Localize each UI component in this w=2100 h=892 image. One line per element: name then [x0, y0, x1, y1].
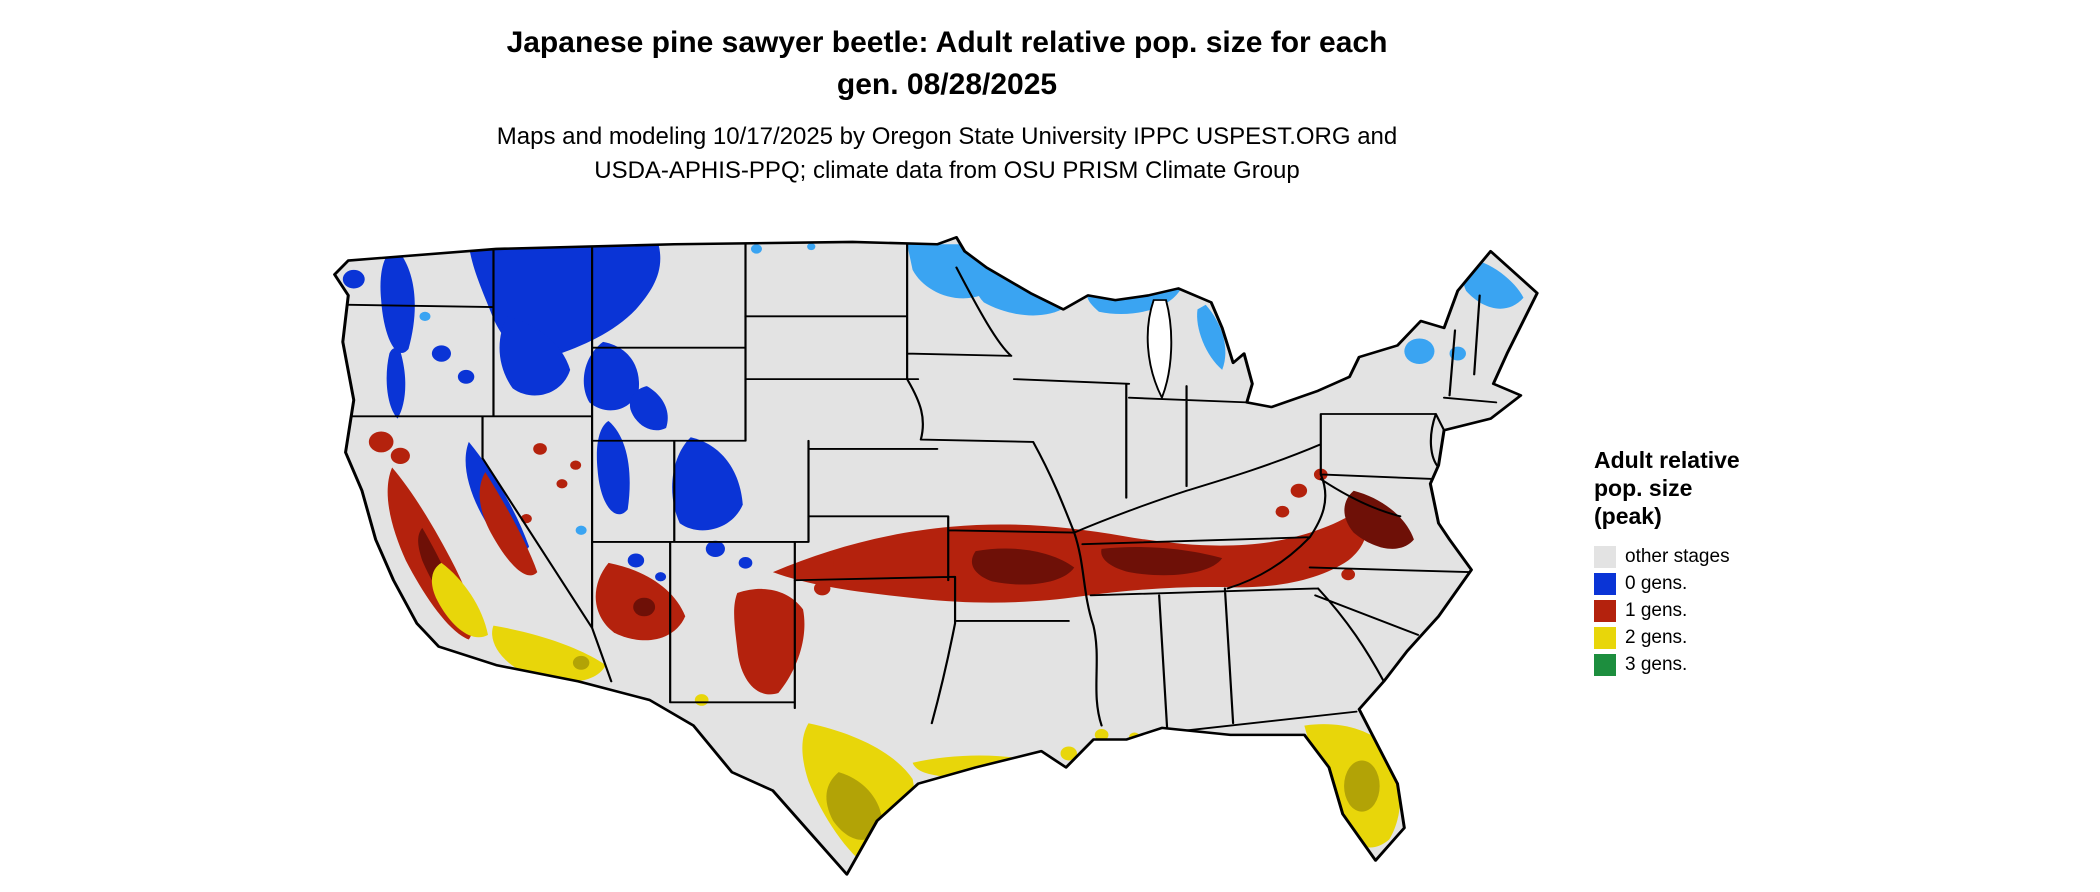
us-outline: [333, 236, 1539, 876]
legend-item-3-gens: 3 gens.: [1594, 654, 1844, 676]
legend-label-1-gens: 1 gens.: [1625, 600, 1688, 621]
legend-label-2-gens: 2 gens.: [1625, 627, 1688, 648]
legend-swatch-1-gens: [1594, 600, 1616, 622]
state-borders-east: [1073, 294, 1498, 734]
legend-label-3-gens: 3 gens.: [1625, 654, 1688, 675]
legend-title-line-2: pop. size: [1594, 475, 1693, 501]
zone-two-gens-core: [572, 655, 1380, 840]
legend-title: Adult relative pop. size (peak): [1594, 446, 1844, 530]
legend-title-line-3: (peak): [1594, 503, 1662, 529]
legend-swatch-0-gens: [1594, 573, 1616, 595]
us-generation-map: [325, 228, 1555, 886]
legend: Adult relative pop. size (peak) other st…: [1594, 446, 1844, 681]
state-borders-west: [341, 243, 810, 710]
legend-item-1-gens: 1 gens.: [1594, 600, 1844, 622]
subtitle: Maps and modeling 10/17/2025 by Oregon S…: [0, 120, 1894, 188]
legend-label-0-gens: 0 gens.: [1625, 573, 1688, 594]
legend-label-other-stages: other stages: [1625, 546, 1730, 567]
header: Japanese pine sawyer beetle: Adult relat…: [0, 22, 1894, 188]
subtitle-line-2: USDA-APHIS-PPQ; climate data from OSU PR…: [594, 157, 1300, 184]
page-title-line-1: Japanese pine sawyer beetle: Adult relat…: [506, 26, 1388, 59]
zone-zero-gens: [342, 241, 753, 582]
legend-items: other stages 0 gens. 1 gens. 2 gens. 3 g…: [1594, 546, 1844, 676]
state-borders-central: [744, 243, 1248, 727]
legend-swatch-other-stages: [1594, 546, 1616, 568]
legend-item-other-stages: other stages: [1594, 546, 1844, 568]
lake-michigan: [1146, 299, 1173, 401]
page-title-line-2: gen. 08/28/2025: [836, 68, 1058, 101]
legend-swatch-2-gens: [1594, 627, 1616, 649]
legend-item-2-gens: 2 gens.: [1594, 627, 1844, 649]
us-map-svg: [333, 236, 1539, 876]
legend-item-0-gens: 0 gens.: [1594, 573, 1844, 595]
legend-swatch-3-gens: [1594, 654, 1616, 676]
legend-title-line-1: Adult relative: [1594, 447, 1740, 473]
subtitle-line-1: Maps and modeling 10/17/2025 by Oregon S…: [496, 123, 1398, 150]
